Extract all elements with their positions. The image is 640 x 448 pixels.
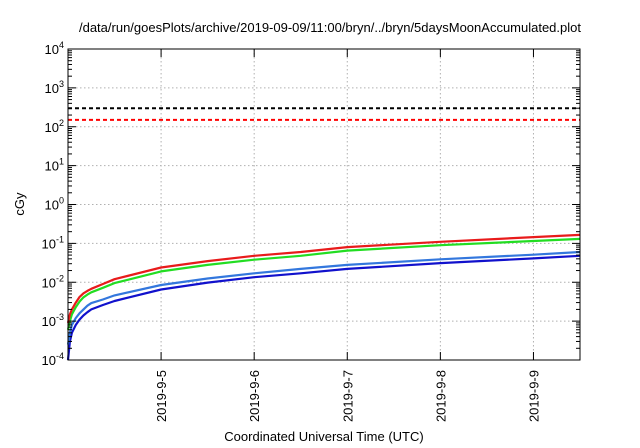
grid <box>68 49 580 360</box>
x-tick-label: 2019-9-5 <box>154 370 169 422</box>
x-tick-label: 2019-9-8 <box>433 370 448 422</box>
series-line <box>66 254 581 361</box>
y-tick-exponent: -2 <box>56 273 64 283</box>
y-tick-exponent: 4 <box>59 40 64 50</box>
series-line <box>66 237 581 330</box>
series-line <box>66 250 581 345</box>
y-tick-exponent: 1 <box>59 157 64 167</box>
y-axis-label: cGy <box>12 192 27 216</box>
y-tick-exponent: 0 <box>59 196 64 206</box>
y-tick-label: 10-4 <box>42 351 64 368</box>
y-tick-label: 104 <box>45 40 64 57</box>
y-tick-exponent: 3 <box>59 79 64 89</box>
x-axis: 2019-9-5 2019-9-6 2019-9-7 2019-9-8 2019-9-9 <box>154 49 541 422</box>
y-tick-exponent: 2 <box>59 118 64 128</box>
x-tick-label: 2019-9-9 <box>526 370 541 422</box>
reference-lines <box>68 107 580 121</box>
x-axis-label: Coordinated Universal Time (UTC) <box>224 429 423 444</box>
y-tick-label: 101 <box>45 157 64 174</box>
y-tick-exponent: -4 <box>56 351 64 361</box>
y-tick-label: 100 <box>45 196 64 213</box>
chart-title: /data/run/goesPlots/archive/2019-09-09/1… <box>79 20 581 35</box>
y-tick-label: 10-2 <box>42 273 64 290</box>
y-tick-exponent: -1 <box>56 234 64 244</box>
data-series <box>66 233 581 361</box>
y-tick-label: 10-3 <box>42 312 64 329</box>
x-tick-label: 2019-9-6 <box>247 370 262 422</box>
y-tick-exponent: -3 <box>56 312 64 322</box>
x-tick-label: 2019-9-7 <box>340 370 355 422</box>
y-tick-label: 10-1 <box>42 234 64 251</box>
y-tick-label: 102 <box>45 118 64 135</box>
series-line <box>66 233 581 324</box>
y-tick-label: 103 <box>45 79 64 96</box>
